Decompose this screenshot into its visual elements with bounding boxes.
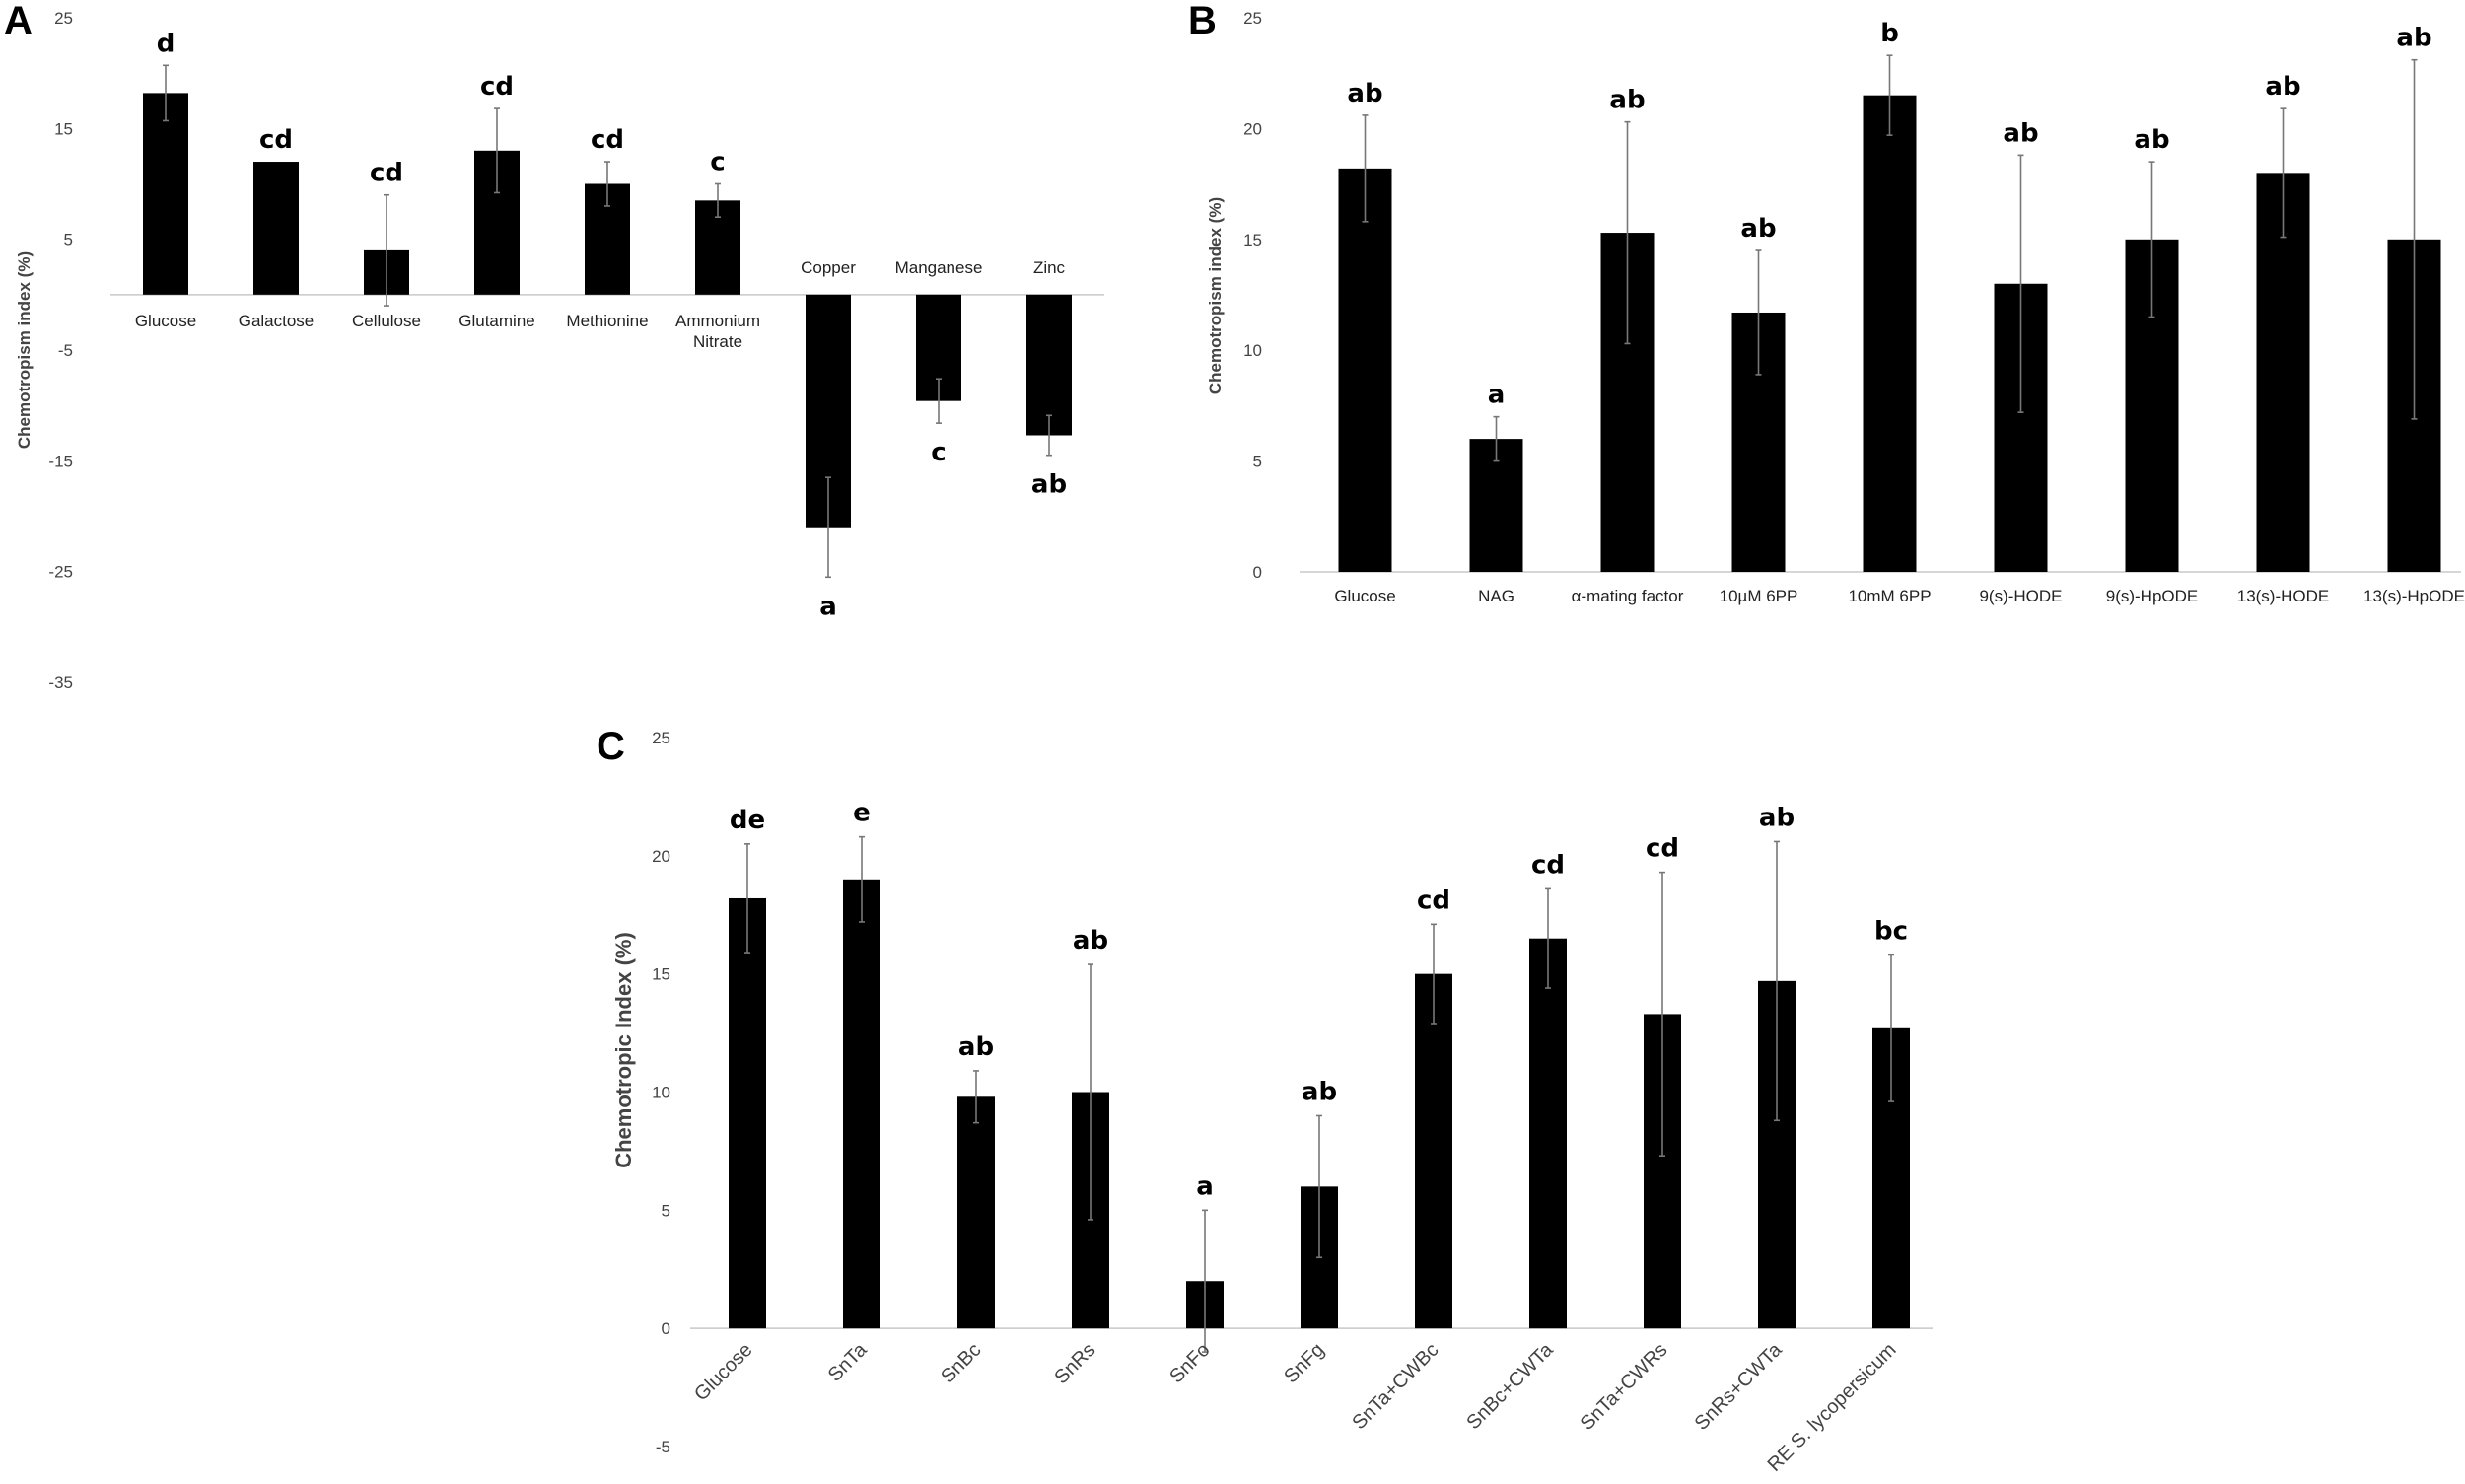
category-label: 10µM 6PP [1720,587,1798,605]
bar [729,897,766,1329]
significance-label: de [730,806,765,835]
y-tick-label: -5 [58,341,73,360]
category-label: SnTa+CWRs [1577,1339,1672,1435]
significance-label: ab [1347,79,1382,108]
bar [1415,973,1452,1329]
significance-label: cd [370,159,403,188]
y-tick-label: -15 [48,452,73,470]
y-tick-label: 10 [652,1084,670,1102]
significance-label: ab [2396,24,2431,53]
significance-label: c [710,148,725,177]
chart-panel-a: -35 -25 -15 -5 5 15 25 Chemotropism index (%) d G… [15,9,1104,692]
significance-label: ab [1740,214,1776,244]
y-tick-label: -5 [656,1438,670,1456]
y-tick-label: 0 [662,1319,670,1338]
bar [843,879,880,1329]
panel-letter-b: B [1188,0,1217,42]
y-tick-label: -25 [48,563,73,582]
y-tick-label: 25 [1243,9,1262,28]
significance-label: ab [1759,803,1795,832]
category-label: Methionine [566,312,648,330]
significance-label: c [931,438,946,467]
bar [143,93,188,295]
y-tick-label: 5 [64,231,73,249]
category-label: Glutamine [458,312,534,330]
significance-label: cd [259,125,293,155]
panel-letter-c: C [597,725,625,768]
significance-label: cd [480,72,514,102]
y-tick-label: 25 [652,729,670,747]
category-label: Zinc [1033,258,1066,277]
bar [253,162,299,295]
significance-label: ab [2265,72,2300,102]
category-label: 9(s)-HpODE [2106,587,2199,605]
category-label: Glucose [690,1339,756,1405]
significance-label: e [853,799,871,828]
category-label: NAG [1478,587,1514,605]
y-tick-label: 5 [1253,453,1262,471]
category-label: SnBc+CWTa [1462,1338,1558,1434]
y-tick-label: 25 [54,9,73,28]
significance-label: ab [2134,125,2169,155]
category-label: Glucose [1334,587,1395,605]
category-label: SnRs+CWTa [1691,1338,1788,1435]
category-label: SnFo [1165,1339,1214,1387]
category-label: SnBc [937,1339,985,1387]
significance-label: b [1880,19,1899,48]
category-label: Glucose [135,312,196,330]
significance-label: cd [1646,834,1679,864]
category-label: Cellulose [352,312,421,330]
significance-label: cd [1531,850,1565,880]
category-label: Copper [801,258,856,277]
category-label: SnTa [824,1338,872,1385]
y-tick-label: 20 [652,847,670,866]
significance-label: ab [958,1032,994,1062]
bar [1863,95,1917,573]
category-label: 13(s)-HpODE [2363,587,2465,605]
category-label: SnFg [1280,1339,1328,1387]
y-tick-label: 20 [1243,119,1262,138]
significance-label: a [819,592,837,621]
category-label: Ammonium Nitrate [675,312,760,351]
chart-panel-c: -5 0 5 10 15 20 25 Chemotropic Index (%) de Gluco… [611,729,1933,1476]
bar [2256,173,2310,573]
y-axis-title: Chemotropism index (%) [15,251,34,449]
category-label: SnTa+CWBc [1348,1339,1443,1434]
significance-label: ab [1073,926,1108,955]
y-tick-label: 0 [1253,563,1262,582]
significance-label: ab [1609,86,1645,115]
significance-label: bc [1874,916,1908,946]
bar [1026,294,1072,436]
significance-label: ab [1031,470,1067,500]
category-label: Manganese [895,258,983,277]
y-tick-label: 10 [1243,341,1262,360]
category-label: SnRs [1050,1339,1099,1388]
category-label: Galactose [239,312,315,330]
y-axis-title: Chemotropism index (%) [1206,197,1225,394]
significance-label: cd [591,125,624,155]
y-tick-label: 15 [1243,231,1262,249]
bar [957,1096,995,1329]
y-axis-title: Chemotropic Index (%) [611,932,636,1168]
y-tick-label: 15 [54,119,73,138]
y-tick-label: 5 [662,1201,670,1220]
bar [1529,938,1567,1329]
bar [1338,168,1392,572]
significance-label: ab [1302,1077,1337,1106]
category-label: 13(s)-HODE [2237,587,2330,605]
significance-label: a [1196,1171,1214,1201]
category-label: 9(s)-HODE [1979,587,2062,605]
category-label: α-mating factor [1572,587,1684,605]
significance-label: d [157,29,176,58]
category-label: RE S. lycopersicum [1764,1339,1901,1476]
significance-label: ab [2003,118,2038,148]
y-tick-label: -35 [48,673,73,692]
significance-label: cd [1417,885,1450,915]
significance-label: a [1488,381,1506,410]
y-tick-label: 15 [652,965,670,984]
panel-letter-a: A [4,0,33,42]
category-label: 10mM 6PP [1848,587,1931,605]
